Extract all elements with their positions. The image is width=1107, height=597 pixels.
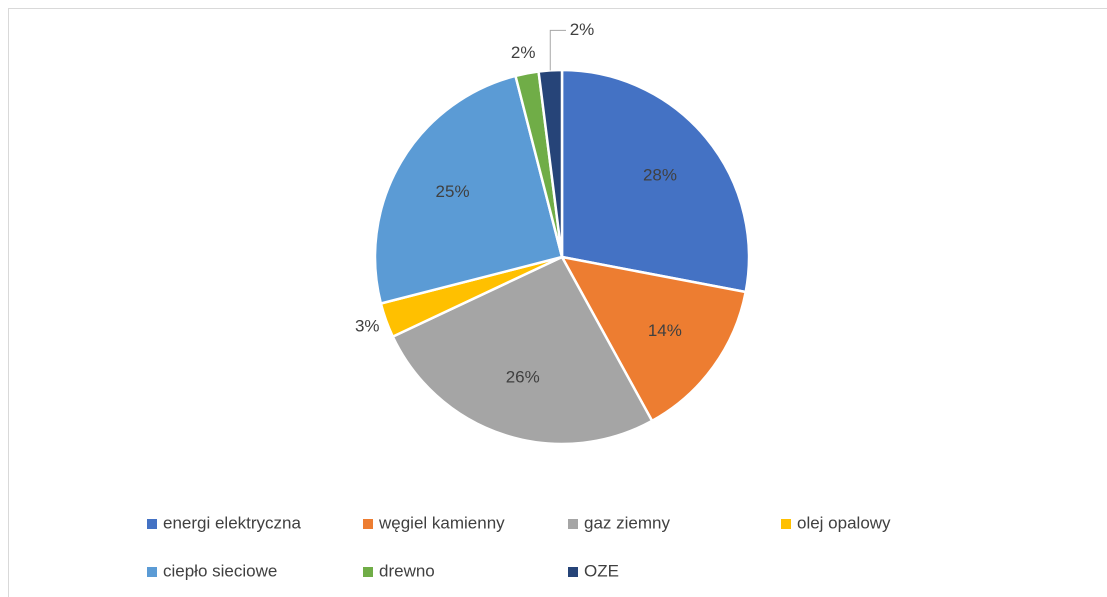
data-label: 28% [643, 165, 677, 184]
legend-label: olej opalowy [797, 513, 891, 532]
pie-slice [560, 68, 751, 294]
legend-label: drewno [379, 561, 435, 580]
legend-label: energi elektryczna [163, 513, 302, 532]
legend-marker [781, 519, 791, 529]
legend-marker [147, 567, 157, 577]
data-label: 2% [511, 43, 536, 62]
legend-marker [363, 519, 373, 529]
data-label: 14% [648, 321, 682, 340]
data-label: 26% [506, 367, 540, 386]
legend-label: ciepło sieciowe [163, 561, 277, 580]
pie-slice [373, 74, 564, 306]
pie-slice [391, 255, 654, 446]
data-label: 2% [570, 20, 595, 39]
legend-marker [568, 567, 578, 577]
legend-label: OZE [584, 561, 619, 580]
legend-marker [568, 519, 578, 529]
legend-label: gaz ziemny [584, 513, 670, 532]
data-label: 3% [355, 317, 380, 336]
legend-label: węgiel kamienny [378, 513, 505, 532]
legend-marker [147, 519, 157, 529]
pie-slice [559, 255, 748, 423]
leader-line [549, 29, 567, 71]
legend-marker [363, 567, 373, 577]
data-label: 25% [436, 182, 470, 201]
